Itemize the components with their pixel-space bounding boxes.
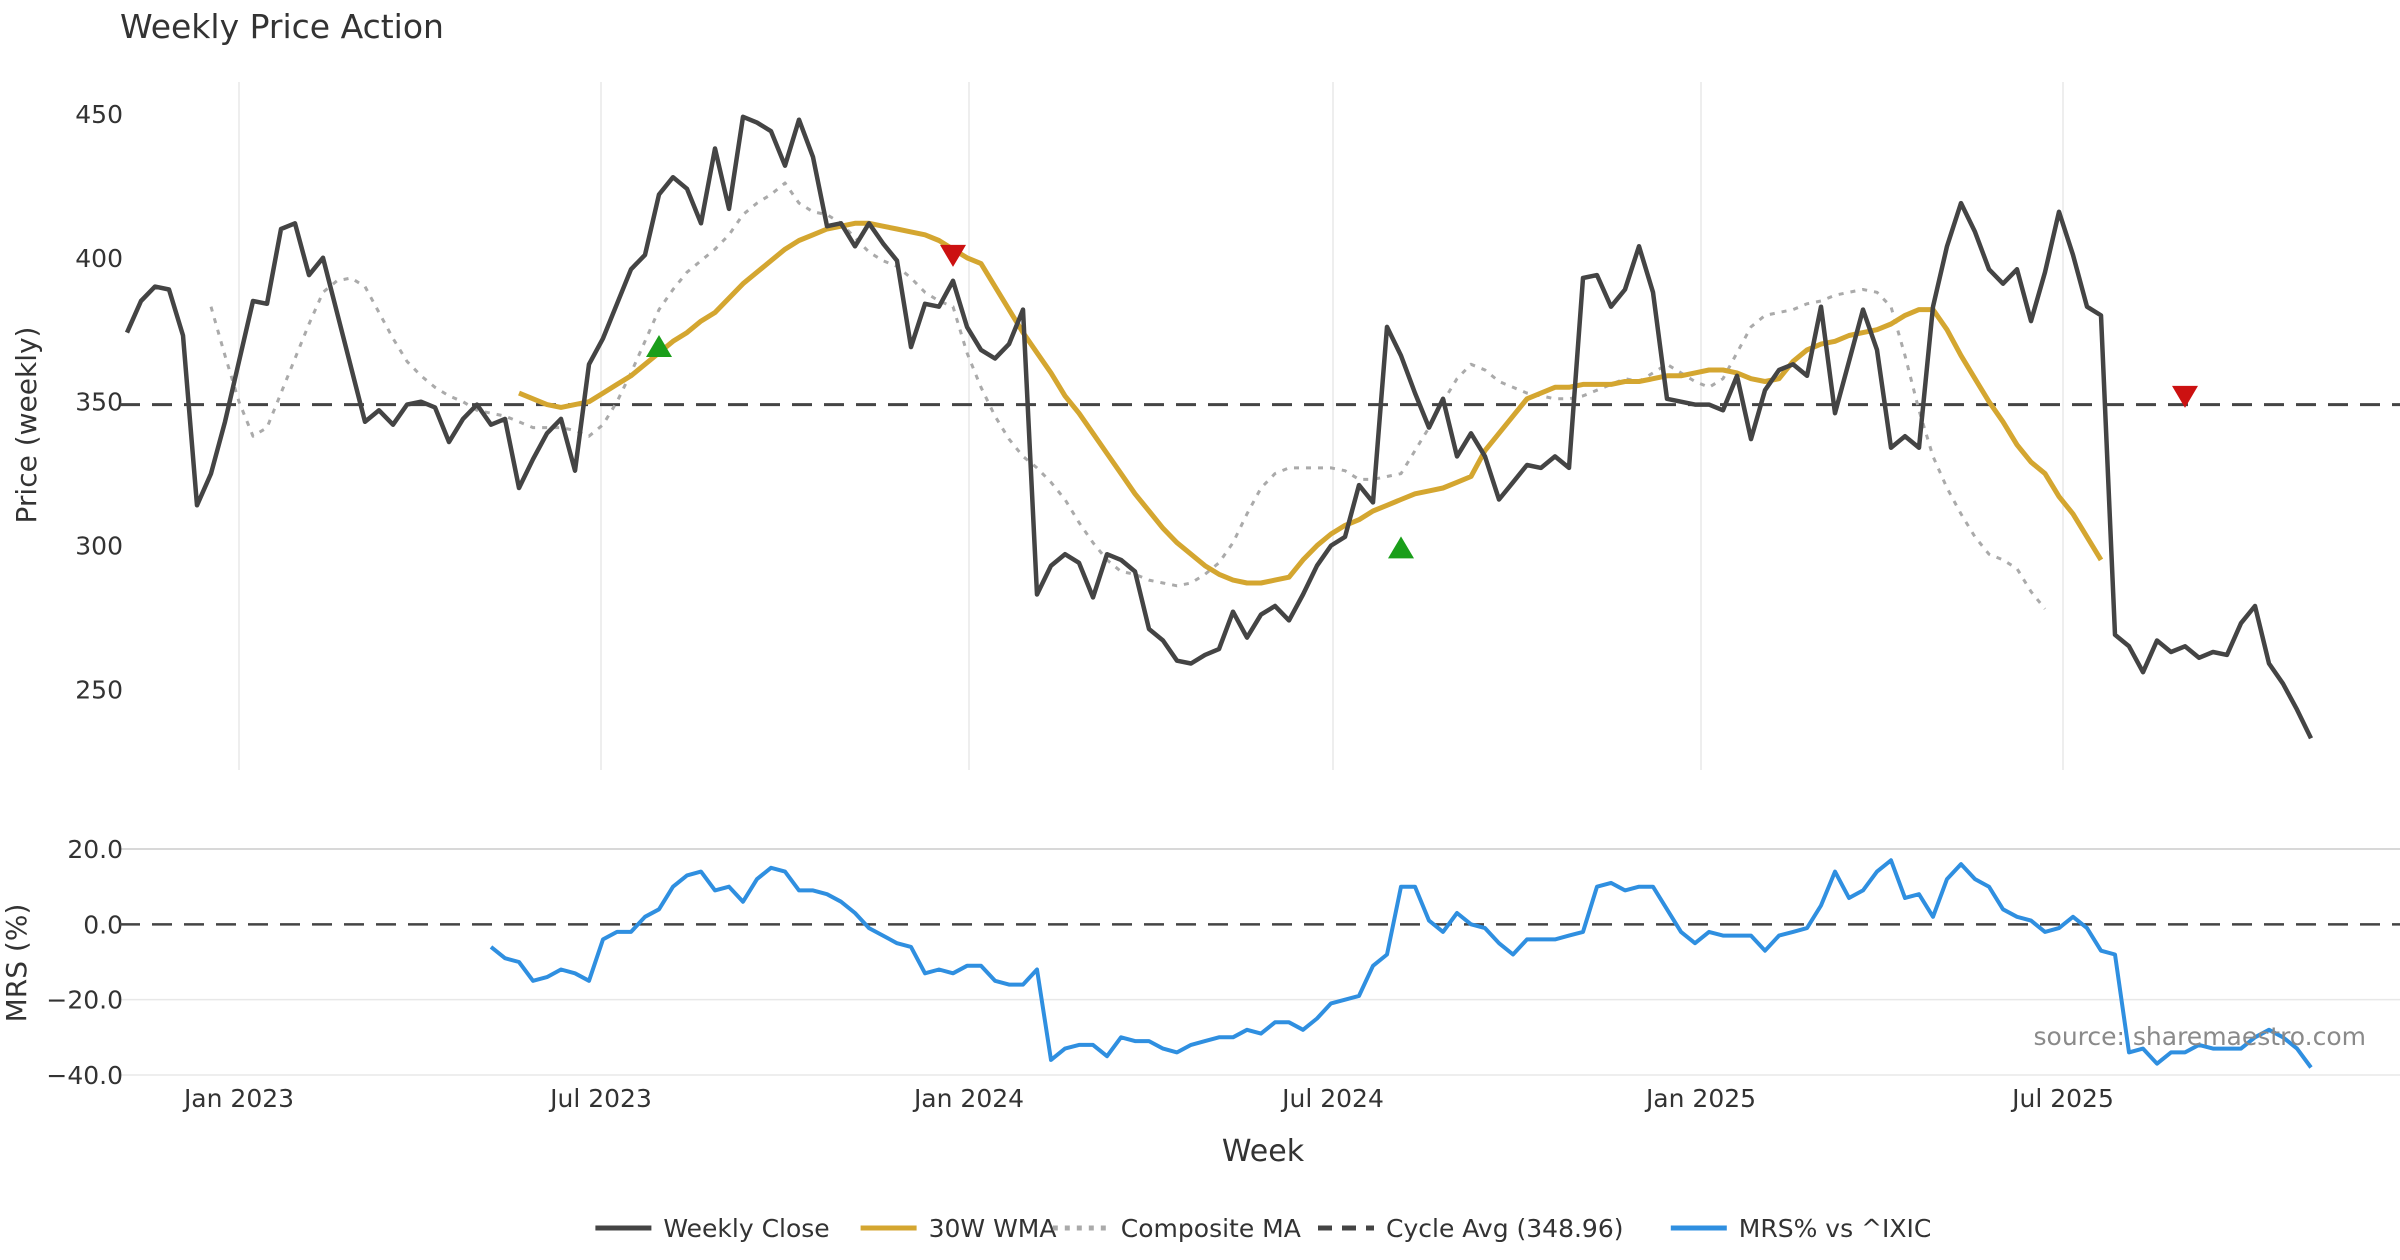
series-weekly-close (124, 114, 2314, 740)
mrs-series (489, 858, 2313, 1069)
x-tick-label: Jul 2025 (2010, 1084, 2114, 1113)
mrs-grid (120, 848, 2400, 1076)
x-axis-ticks: Jan 2023 Jul 2023 Jan 2024 Jul 2024 Jan 2025… (182, 1084, 2114, 1113)
mrs-y-ticks: 20.0 0.0 −20.0 −40.0 (46, 835, 123, 1090)
source-annotation: source: sharemaestro.com (2034, 1022, 2367, 1051)
price-y-tick-label: 350 (75, 388, 123, 417)
sell-signal-marker (940, 244, 966, 267)
x-tick-label: Jan 2024 (912, 1084, 1024, 1113)
buy-signal-marker (646, 335, 672, 358)
buy-signal-marker (1388, 536, 1414, 559)
mrs-y-tick-label: −20.0 (46, 986, 123, 1015)
price-grid (238, 82, 2064, 770)
mrs-y-tick-label: 0.0 (83, 910, 123, 939)
series-composite-ma (209, 181, 2047, 610)
series-mrs (489, 858, 2313, 1069)
legend-label: MRS% vs ^IXIC (1739, 1214, 1932, 1243)
legend-label: Cycle Avg (348.96) (1386, 1214, 1624, 1243)
x-tick-label: Jul 2024 (1280, 1084, 1384, 1113)
legend-label: Composite MA (1121, 1214, 1301, 1243)
price-y-tick-label: 250 (75, 675, 123, 704)
x-tick-label: Jan 2025 (1644, 1084, 1756, 1113)
legend-label: 30W WMA (929, 1214, 1057, 1243)
price-y-ticks: 250 300 350 400 450 (75, 100, 123, 704)
x-tick-label: Jul 2023 (548, 1084, 652, 1113)
legend-label: Weekly Close (663, 1214, 829, 1243)
series-30w-wma (518, 220, 2104, 586)
price-y-tick-label: 400 (75, 244, 123, 273)
mrs-y-tick-label: −40.0 (46, 1061, 123, 1090)
sell-signal-marker (2172, 385, 2198, 408)
signal-markers (646, 244, 2198, 559)
price-y-axis-label: Price (weekly) (10, 327, 43, 524)
price-y-tick-label: 450 (75, 100, 123, 129)
x-axis-label: Week (1222, 1134, 1305, 1169)
x-tick-label: Jan 2023 (182, 1084, 294, 1113)
mrs-y-tick-label: 20.0 (67, 835, 123, 864)
legend: Weekly Close 30W WMA Composite MA Cycle Avg… (595, 1214, 1931, 1243)
price-y-tick-label: 300 (75, 532, 123, 561)
chart-title: Weekly Price Action (120, 7, 444, 46)
mrs-y-axis-label: MRS (%) (0, 904, 33, 1023)
price-series (124, 114, 2314, 740)
